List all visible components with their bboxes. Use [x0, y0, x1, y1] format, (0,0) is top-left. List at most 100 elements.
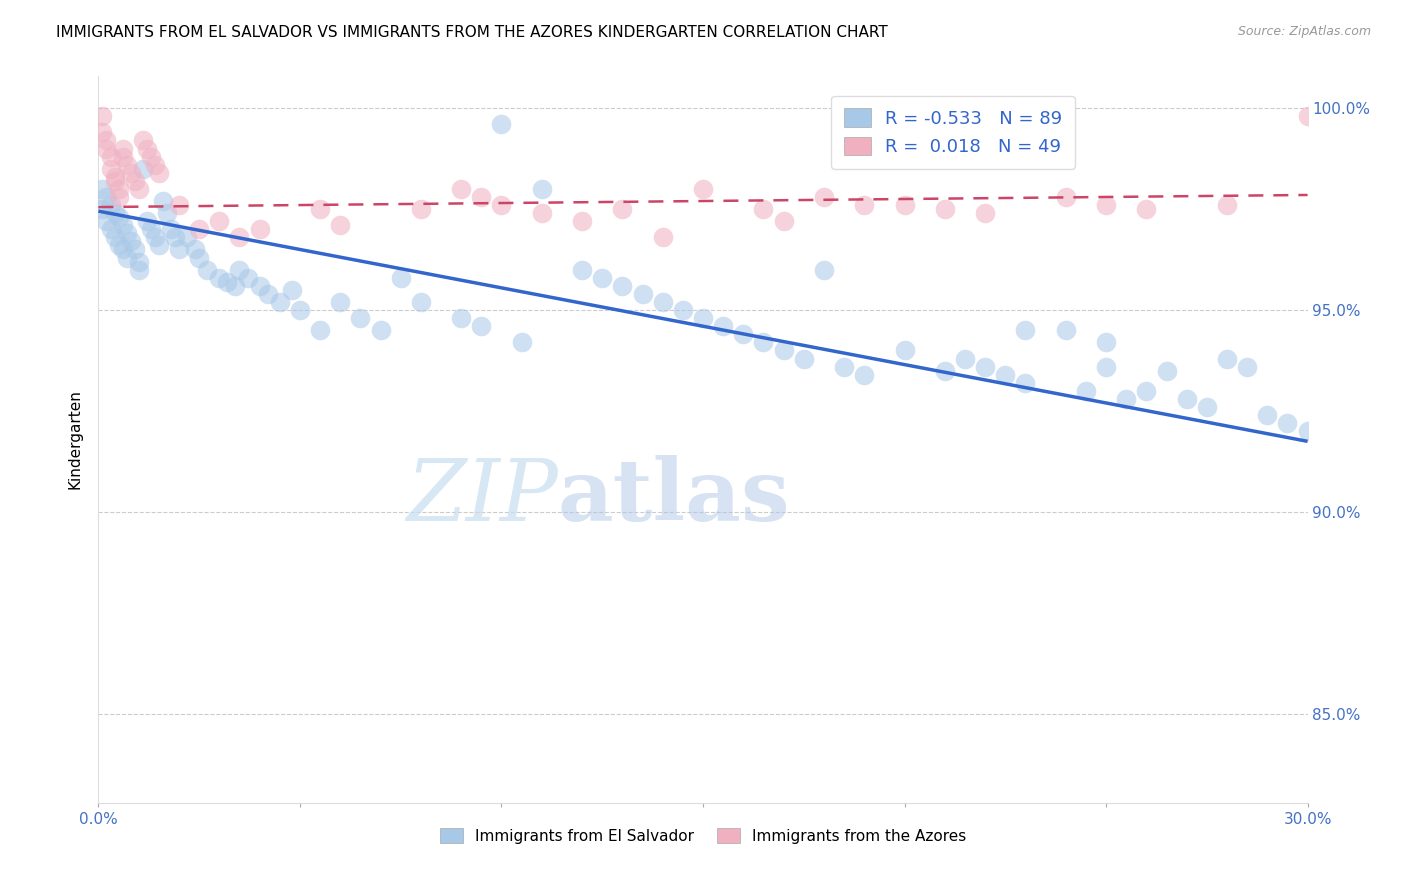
Point: [1296, 109, 1319, 123]
Point: [96, 133, 118, 147]
Point: [953, 351, 976, 366]
Legend: Immigrants from El Salvador, Immigrants from the Azores: Immigrants from El Salvador, Immigrants …: [433, 822, 973, 850]
Point: [91, 125, 114, 139]
Point: [1095, 335, 1118, 350]
Point: [107, 182, 129, 196]
Point: [269, 295, 291, 310]
Point: [128, 254, 150, 268]
Point: [309, 323, 332, 337]
Point: [752, 202, 775, 216]
Point: [329, 295, 352, 310]
Point: [120, 166, 142, 180]
Point: [772, 343, 794, 358]
Point: [100, 150, 122, 164]
Point: [224, 278, 246, 293]
Point: [152, 194, 174, 208]
Point: [1216, 198, 1239, 212]
Point: [974, 359, 997, 374]
Point: [733, 327, 755, 342]
Point: [1014, 376, 1036, 390]
Point: [1054, 323, 1077, 337]
Point: [853, 198, 876, 212]
Point: [208, 214, 231, 228]
Point: [349, 311, 371, 326]
Point: [228, 262, 250, 277]
Point: [139, 222, 162, 236]
Point: [409, 295, 432, 310]
Point: [135, 214, 157, 228]
Point: [994, 368, 1017, 382]
Point: [217, 275, 239, 289]
Point: [135, 142, 157, 156]
Point: [115, 158, 138, 172]
Point: [96, 190, 118, 204]
Point: [571, 214, 593, 228]
Point: [249, 278, 271, 293]
Point: [208, 270, 231, 285]
Point: [139, 150, 162, 164]
Point: [1135, 202, 1157, 216]
Point: [329, 219, 352, 233]
Point: [120, 235, 142, 249]
Point: [236, 270, 259, 285]
Point: [167, 198, 190, 212]
Point: [128, 262, 150, 277]
Text: Source: ZipAtlas.com: Source: ZipAtlas.com: [1237, 25, 1371, 38]
Point: [91, 182, 114, 196]
Point: [692, 182, 714, 196]
Point: [450, 311, 472, 326]
Point: [1195, 400, 1218, 414]
Point: [612, 278, 634, 293]
Point: [124, 174, 146, 188]
Point: [228, 230, 250, 244]
Point: [91, 109, 114, 123]
Point: [281, 283, 304, 297]
Point: [934, 202, 956, 216]
Point: [974, 206, 997, 220]
Point: [813, 190, 835, 204]
Point: [491, 117, 513, 131]
Point: [711, 319, 734, 334]
Point: [450, 182, 472, 196]
Point: [195, 262, 218, 277]
Point: [370, 323, 392, 337]
Point: [148, 166, 170, 180]
Point: [143, 158, 166, 172]
Text: IMMIGRANTS FROM EL SALVADOR VS IMMIGRANTS FROM THE AZORES KINDERGARTEN CORRELATI: IMMIGRANTS FROM EL SALVADOR VS IMMIGRANT…: [56, 25, 889, 40]
Point: [143, 230, 166, 244]
Point: [1095, 359, 1118, 374]
Point: [115, 227, 138, 241]
Point: [111, 150, 134, 164]
Point: [1014, 323, 1036, 337]
Point: [832, 359, 855, 374]
Point: [132, 161, 155, 176]
Point: [132, 133, 155, 147]
Point: [1095, 198, 1118, 212]
Point: [128, 182, 150, 196]
Point: [249, 222, 271, 236]
Text: ZIP: ZIP: [406, 456, 558, 539]
Point: [288, 303, 311, 318]
Point: [1115, 392, 1137, 406]
Point: [672, 303, 695, 318]
Point: [1175, 392, 1198, 406]
Point: [96, 214, 118, 228]
Point: [772, 214, 794, 228]
Point: [893, 198, 915, 212]
Point: [100, 198, 122, 212]
Point: [107, 238, 129, 252]
Point: [470, 190, 492, 204]
Point: [752, 335, 775, 350]
Point: [651, 230, 673, 244]
Point: [793, 351, 815, 366]
Point: [100, 222, 122, 236]
Point: [530, 206, 553, 220]
Point: [111, 142, 134, 156]
Point: [184, 243, 207, 257]
Point: [163, 230, 186, 244]
Point: [1156, 364, 1178, 378]
Point: [571, 262, 593, 277]
Point: [612, 202, 634, 216]
Point: [1216, 351, 1239, 366]
Point: [91, 202, 114, 216]
